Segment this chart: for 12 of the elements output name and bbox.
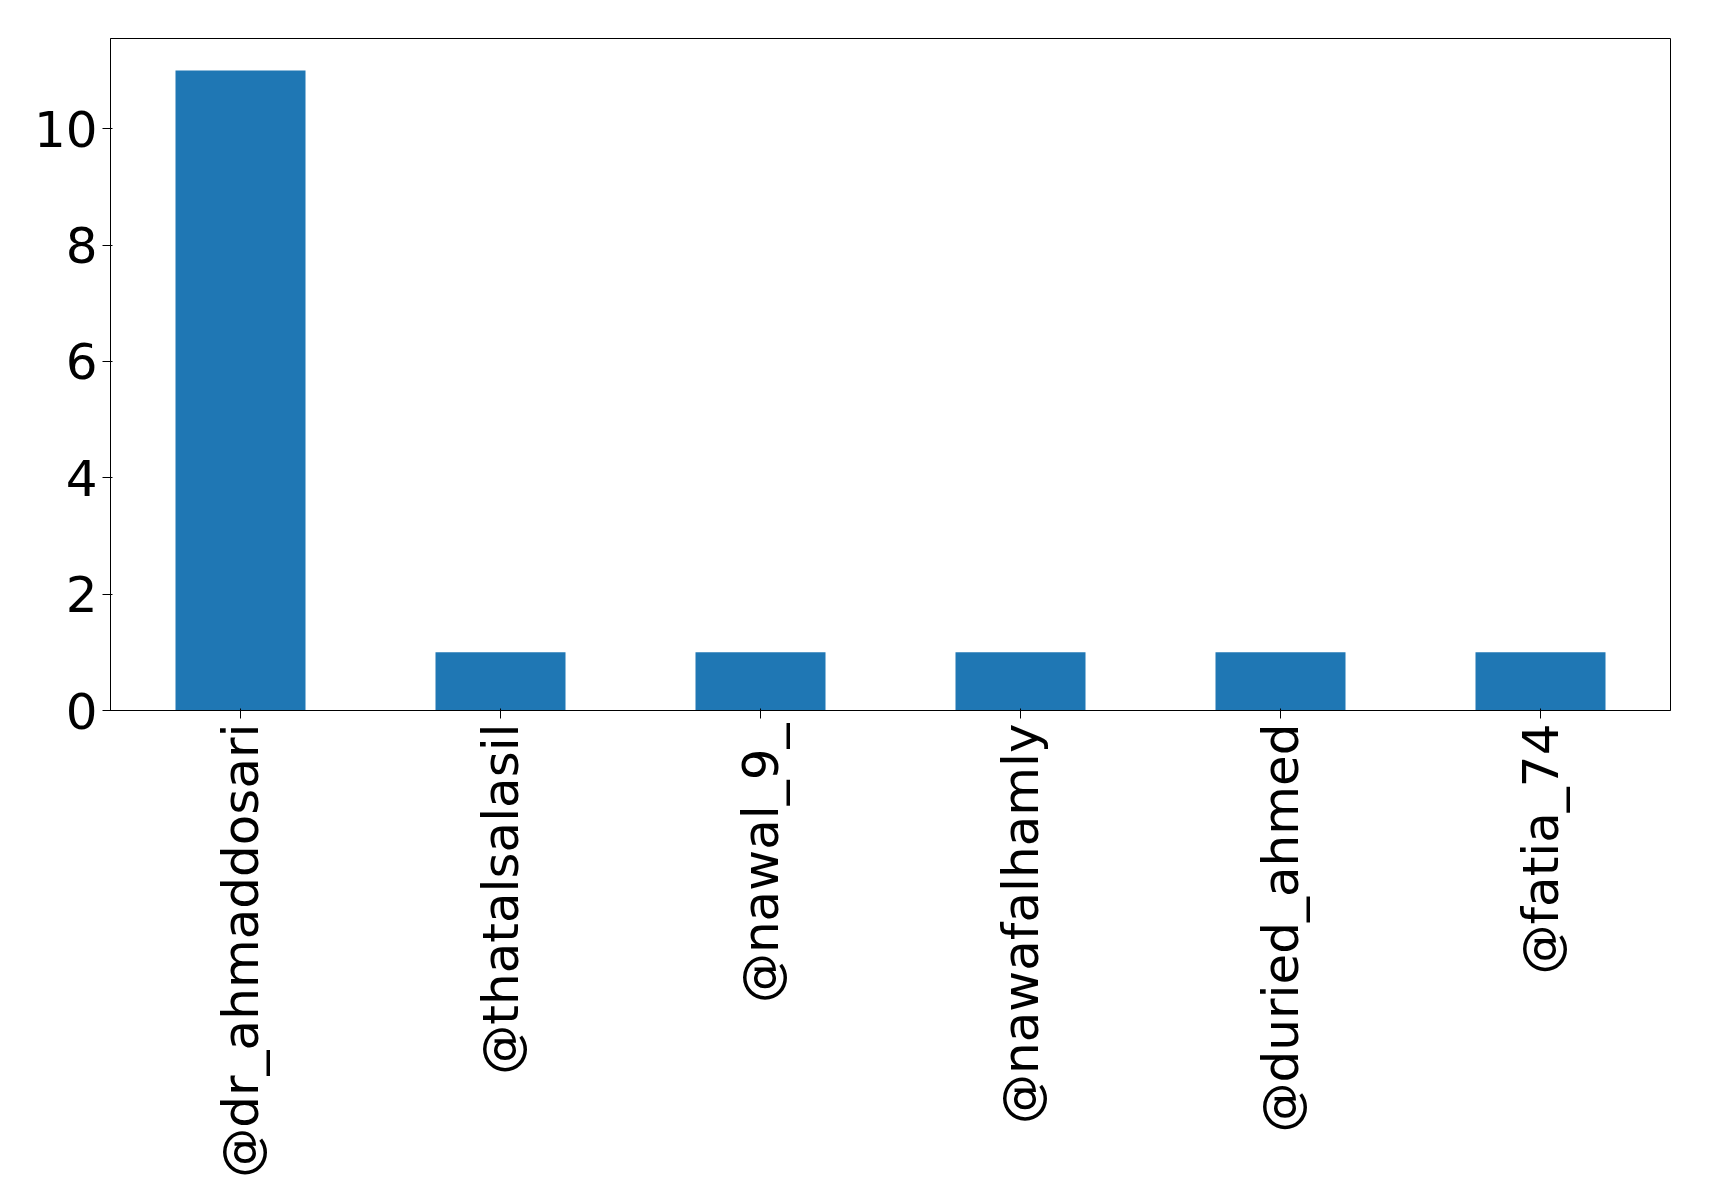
x-tick-label: @duried_ahmed xyxy=(1251,723,1310,1133)
y-tick-label: 8 xyxy=(65,217,98,276)
y-tick-label: 10 xyxy=(33,100,98,159)
x-tick-label: @nawafalhamly xyxy=(991,723,1050,1125)
y-tick-label: 6 xyxy=(65,333,98,392)
y-tick-label: 2 xyxy=(65,566,98,625)
y-tick-label: 0 xyxy=(65,682,98,741)
x-tick-label: @dr_ahmaddosari xyxy=(211,723,270,1178)
y-tick-label: 4 xyxy=(65,449,98,508)
x-tick-label: @nawal_9_ xyxy=(731,722,790,1004)
x-tick-label: @fatia_74 xyxy=(1511,723,1570,975)
x-tick-label: @thatalsalasil xyxy=(471,723,530,1075)
